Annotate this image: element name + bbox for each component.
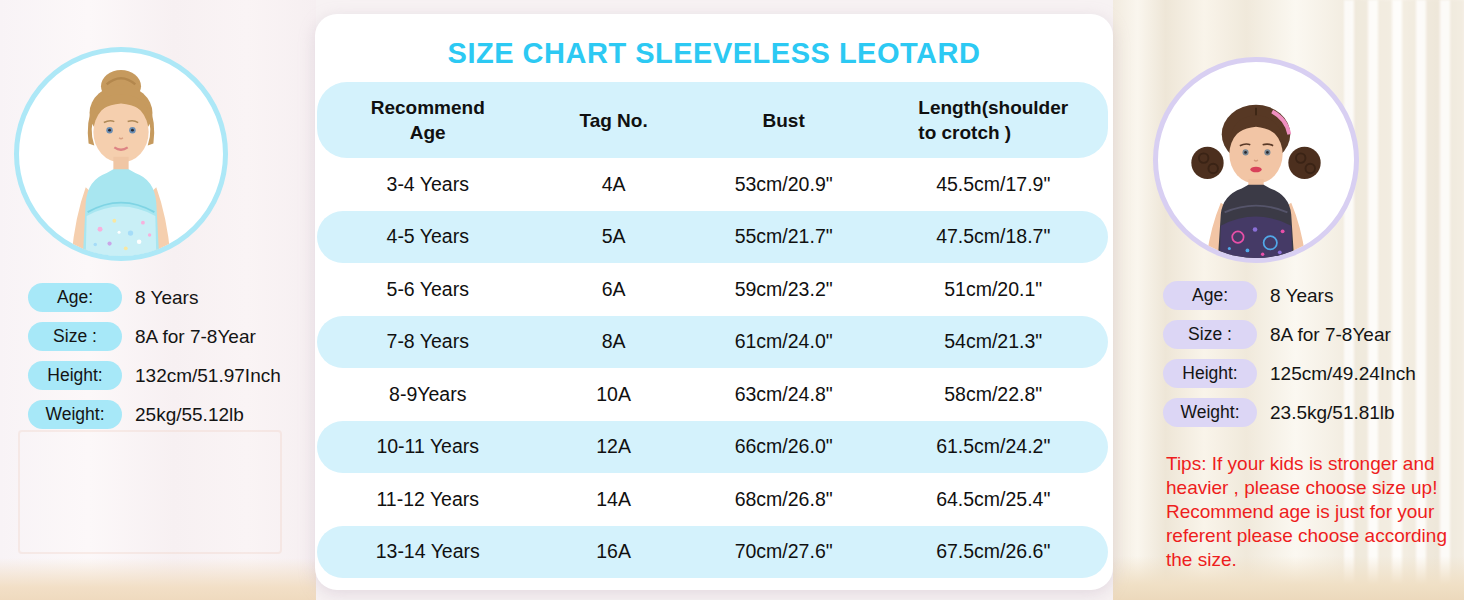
info-row-height: Height: 132cm/51.97Inch [28,361,281,390]
cell-age: 11-12 Years [317,488,538,511]
table-row: 8-9Years 10A 63cm/24.8" 58cm/22.8" [317,368,1108,421]
cell-age: 7-8 Years [317,330,538,353]
table-row: 3-4 Years 4A 53cm/20.9" 45.5cm/17.9" [317,158,1108,211]
size-value: 8A for 7-8Year [135,326,256,348]
table-body: 3-4 Years 4A 53cm/20.9" 45.5cm/17.9" 4-5… [317,158,1108,578]
left-model-info: Age: 8 Years Size : 8A for 7-8Year Heigh… [28,283,281,429]
info-row-size: Size : 8A for 7-8Year [28,322,281,351]
cell-length: 45.5cm/17.9" [879,173,1108,196]
table-row: 11-12 Years 14A 68cm/26.8" 64.5cm/25.4" [317,473,1108,526]
cell-length: 61.5cm/24.2" [879,435,1108,458]
height-value: 132cm/51.97Inch [135,365,281,387]
cell-age: 3-4 Years [317,173,538,196]
height-label-pill: Height: [1163,359,1257,388]
cell-tag: 16A [538,540,688,563]
table-row: 5-6 Years 6A 59cm/23.2" 51cm/20.1" [317,263,1108,316]
cell-age: 13-14 Years [317,540,538,563]
cell-tag: 5A [538,225,688,248]
cell-length: 54cm/21.3" [879,330,1108,353]
size-chart-card: SIZE CHART SLEEVELESS LEOTARD Recommend … [315,14,1113,590]
header-tag-no: Tag No. [538,108,688,133]
table-row: 7-8 Years 8A 61cm/24.0" 54cm/21.3" [317,316,1108,369]
girl-light-blue-leotard-illustration [19,52,223,256]
cell-length: 51cm/20.1" [879,278,1108,301]
cell-tag: 6A [538,278,688,301]
info-row-age: Age: 8 Years [1163,281,1416,310]
info-row-age: Age: 8 Years [28,283,281,312]
right-model-photo [1153,57,1359,263]
cell-bust: 70cm/27.6" [689,540,879,563]
header-recommend-age: Recommend Age [317,95,538,145]
cell-tag: 4A [538,173,688,196]
table-header-row: Recommend Age Tag No. Bust Length(should… [317,82,1108,158]
info-row-weight: Weight: 25kg/55.12lb [28,400,281,429]
cell-age: 8-9Years [317,383,538,406]
weight-label-pill: Weight: [1163,398,1257,427]
weight-label-pill: Weight: [28,400,122,429]
size-value: 8A for 7-8Year [1270,324,1391,346]
cell-tag: 10A [538,383,688,406]
cell-age: 5-6 Years [317,278,538,301]
info-row-size: Size : 8A for 7-8Year [1163,320,1416,349]
height-value: 125cm/49.24Inch [1270,363,1416,385]
girl-dark-leotard-illustration [1158,62,1354,258]
cell-bust: 53cm/20.9" [689,173,879,196]
cell-age: 10-11 Years [317,435,538,458]
left-floor [0,558,316,600]
cell-age: 4-5 Years [317,225,538,248]
age-label-pill: Age: [28,283,122,312]
cell-tag: 14A [538,488,688,511]
info-row-height: Height: 125cm/49.24Inch [1163,359,1416,388]
sizing-tips-note: Tips: If your kids is stronger and heavi… [1166,452,1464,572]
header-bust: Bust [689,108,879,133]
cell-bust: 66cm/26.0" [689,435,879,458]
cell-bust: 55cm/21.7" [689,225,879,248]
age-label-pill: Age: [1163,281,1257,310]
cell-bust: 68cm/26.8" [689,488,879,511]
size-label-pill: Size : [1163,320,1257,349]
info-row-weight: Weight: 23.5kg/51.81lb [1163,398,1416,427]
cell-length: 58cm/22.8" [879,383,1108,406]
age-value: 8 Years [135,287,198,309]
weight-value: 25kg/55.12lb [135,404,244,426]
weight-value: 23.5kg/51.81lb [1270,402,1395,424]
table-row: 10-11 Years 12A 66cm/26.0" 61.5cm/24.2" [317,421,1108,474]
left-model-photo [14,47,228,261]
cell-bust: 59cm/23.2" [689,278,879,301]
table-row: 4-5 Years 5A 55cm/21.7" 47.5cm/18.7" [317,211,1108,264]
cell-length: 67.5cm/26.6" [879,540,1108,563]
wall-panel-decor [18,430,282,554]
height-label-pill: Height: [28,361,122,390]
page-title: SIZE CHART SLEEVELESS LEOTARD [315,38,1113,68]
cell-tag: 8A [538,330,688,353]
cell-tag: 12A [538,435,688,458]
cell-bust: 63cm/24.8" [689,383,879,406]
right-model-info: Age: 8 Years Size : 8A for 7-8Year Heigh… [1163,281,1416,427]
cell-length: 64.5cm/25.4" [879,488,1108,511]
age-value: 8 Years [1270,285,1333,307]
table-row: 13-14 Years 16A 70cm/27.6" 67.5cm/26.6" [317,526,1108,579]
header-length: Length(shoulder to crotch ) [879,95,1108,145]
cell-length: 47.5cm/18.7" [879,225,1108,248]
size-label-pill: Size : [28,322,122,351]
cell-bust: 61cm/24.0" [689,330,879,353]
